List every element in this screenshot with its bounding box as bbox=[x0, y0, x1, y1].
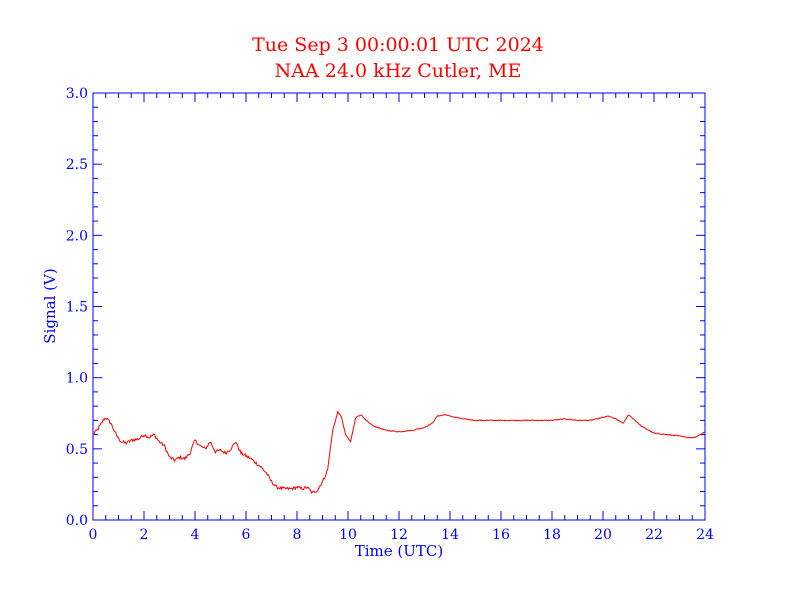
y-tick-label: 3.0 bbox=[66, 86, 88, 102]
x-tick-label: 10 bbox=[339, 527, 357, 543]
y-tick-label: 0.0 bbox=[66, 513, 88, 529]
y-ticks: 0.0 0.5 1.0 1.5 2.0 2.5 3.0 bbox=[66, 86, 705, 529]
x-tick-label: 22 bbox=[645, 527, 663, 543]
chart-title: Tue Sep 3 00:00:01 UTC 2024 bbox=[252, 34, 544, 56]
chart-subtitle: NAA 24.0 kHz Cutler, ME bbox=[275, 60, 522, 82]
y-tick-label: 1.0 bbox=[66, 371, 88, 387]
x-tick-label: 0 bbox=[89, 527, 98, 543]
x-ticks: 0 2 4 6 8 10 12 14 16 18 20 22 24 bbox=[89, 93, 714, 543]
x-tick-label: 6 bbox=[242, 527, 251, 543]
x-tick-label: 8 bbox=[293, 527, 302, 543]
x-axis-label: Time (UTC) bbox=[355, 542, 444, 560]
plot-frame bbox=[92, 92, 706, 521]
x-tick-label: 16 bbox=[492, 527, 510, 543]
x-tick-label: 18 bbox=[543, 527, 561, 543]
y-tick-label: 0.5 bbox=[66, 442, 88, 458]
x-tick-label: 12 bbox=[390, 527, 408, 543]
signal-line bbox=[92, 410, 706, 495]
y-tick-label: 2.5 bbox=[66, 157, 88, 173]
x-tick-label: 20 bbox=[594, 527, 612, 543]
y-axis-label: Signal (V) bbox=[41, 268, 59, 343]
y-tick-label: 2.0 bbox=[66, 228, 88, 244]
x-tick-label: 4 bbox=[191, 527, 200, 543]
x-tick-label: 2 bbox=[140, 527, 149, 543]
x-tick-label: 24 bbox=[696, 527, 714, 543]
y-tick-label: 1.5 bbox=[66, 300, 88, 316]
x-tick-label: 14 bbox=[441, 527, 459, 543]
series-group bbox=[92, 410, 706, 495]
